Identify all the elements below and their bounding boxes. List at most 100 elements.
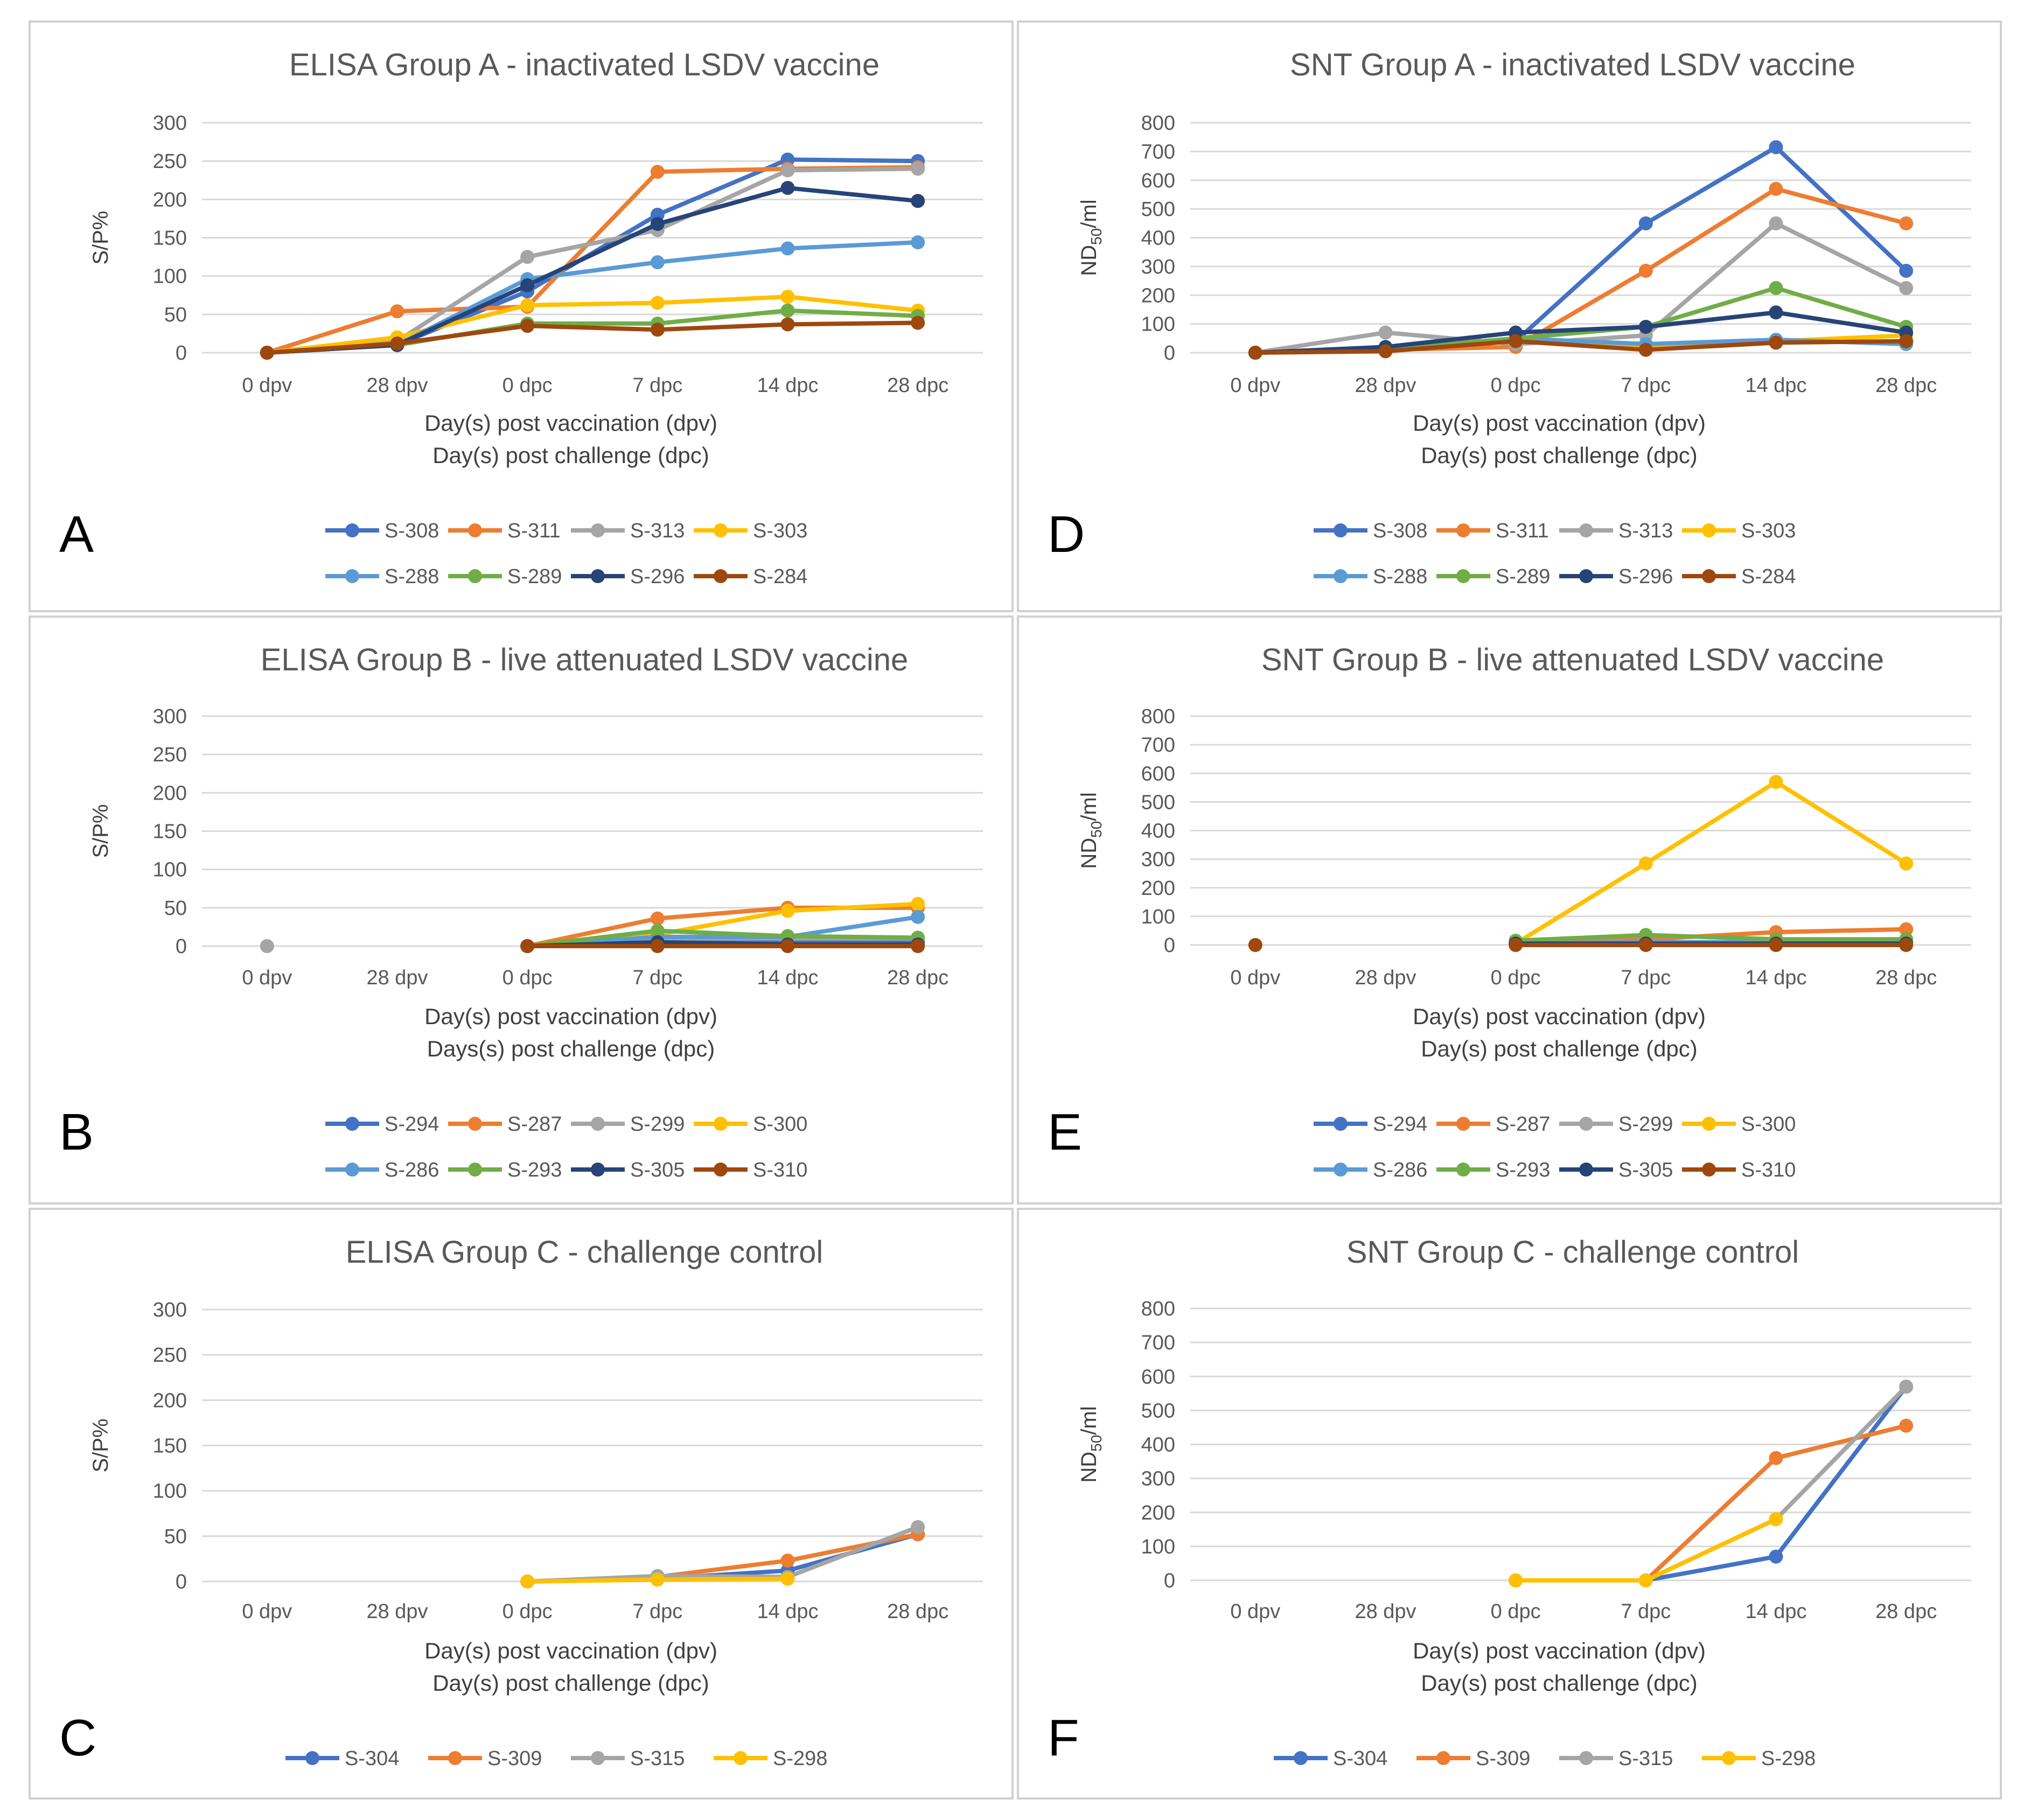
chart-title: SNT Group A - inactivated LSDV vaccine: [1290, 47, 1855, 82]
legend-label: S-289: [507, 565, 562, 588]
data-point: [911, 162, 925, 176]
x-tick-label: 28 dpc: [887, 967, 948, 989]
x-tick-label: 14 dpc: [1745, 1600, 1806, 1623]
series-s-298: [520, 1571, 795, 1588]
y-tick-label: 100: [1141, 313, 1175, 336]
legend-label: S-284: [753, 565, 807, 588]
legend: S-294 S-287 S-299 S-300 S-286 S-293 S-305 S-310: [1314, 1113, 1796, 1181]
legend-item: S-298: [714, 1747, 827, 1770]
y-tick-label: 100: [153, 265, 187, 288]
legend-item: S-311: [1436, 520, 1549, 542]
legend-marker: [345, 1117, 359, 1131]
y-axis-title: S/P%: [89, 211, 113, 264]
legend-marker: [1579, 1163, 1593, 1177]
y-tick-label: 100: [1141, 1536, 1175, 1558]
legend-item: S-313: [1559, 520, 1673, 542]
x-tick-label: 0 dpv: [242, 1600, 292, 1623]
data-point: [1769, 775, 1783, 789]
x-tick-label: 28 dpc: [1875, 967, 1937, 989]
legend-marker: [591, 1163, 605, 1177]
data-point: [1899, 1380, 1914, 1394]
legend-marker: [1702, 523, 1716, 537]
data-point: [780, 1553, 795, 1568]
legend-marker: [591, 523, 605, 537]
data-point: [911, 235, 925, 250]
y-tick-label: 400: [1141, 227, 1175, 250]
legend-marker: [1334, 1117, 1348, 1131]
panel-letter: A: [59, 506, 94, 563]
x-tick-label: 14 dpc: [757, 967, 818, 989]
data-point: [1638, 1573, 1653, 1587]
legend-label: S-315: [1618, 1747, 1673, 1770]
legend-marker: [1456, 569, 1470, 583]
y-tick-label: 300: [1141, 1468, 1175, 1490]
panel-d: SNT Group A - inactivated LSDV vaccine 0 1…: [1017, 20, 2002, 612]
x-tick-label: 0 dpc: [1491, 967, 1541, 989]
panel-frame: [29, 1208, 1014, 1800]
legend-marker: [714, 1163, 728, 1177]
legend-label: S-296: [630, 565, 685, 588]
series-s-284: [1248, 334, 1914, 360]
legend-marker: [448, 1751, 462, 1765]
legend-label: S-315: [630, 1747, 685, 1770]
y-tick-label: 50: [164, 304, 187, 326]
data-point: [1378, 344, 1393, 359]
panel-f: SNT Group C - challenge control 0 100 200 30…: [1017, 1208, 2002, 1800]
y-tick-label: 250: [153, 1344, 187, 1367]
y-tick-label: 0: [1164, 1570, 1175, 1592]
panel-frame: [29, 20, 1014, 612]
panel-letter: F: [1048, 1709, 1079, 1767]
data-point: [650, 911, 665, 926]
legend-label: S-309: [487, 1747, 542, 1770]
legend-item: S-300: [1682, 1113, 1796, 1136]
data-point: [520, 278, 535, 292]
legend-item: S-304: [1274, 1747, 1387, 1770]
panel-frame: [1017, 615, 2002, 1205]
legend-marker: [1579, 1751, 1593, 1765]
y-tick-label: 200: [153, 782, 187, 804]
legend-item: S-293: [448, 1159, 562, 1181]
y-tick-label: 700: [1141, 734, 1175, 757]
panel-a: ELISA Group A - inactivated LSDV vaccine…: [29, 20, 1014, 612]
data-point: [780, 939, 795, 953]
y-tick-label: 200: [1141, 284, 1175, 307]
x-tick-label: 0 dpc: [502, 374, 553, 397]
x-tick-label: 0 dpv: [1230, 374, 1280, 397]
y-tick-label: 800: [1141, 112, 1175, 135]
y-tick-label: 0: [176, 342, 187, 365]
x-tick-label: 28 dpv: [366, 1600, 428, 1623]
legend-marker: [1722, 1751, 1736, 1765]
data-point: [1248, 346, 1262, 360]
x-axis-title: Day(s) post vaccination (dpv): [424, 1004, 717, 1029]
legend-marker: [1456, 523, 1470, 537]
legend-item: S-303: [694, 520, 807, 542]
data-point: [1509, 938, 1523, 952]
data-point: [1769, 1549, 1783, 1564]
legend-item: S-288: [1314, 565, 1427, 588]
chart-title: ELISA Group B - live attenuated LSDV vac…: [261, 642, 909, 677]
data-point: [780, 180, 795, 195]
y-tick-label: 0: [176, 1571, 187, 1593]
chart-title: SNT Group C - challenge control: [1346, 1235, 1799, 1270]
x-axis-title: Day(s) post challenge (dpc): [1421, 1036, 1698, 1061]
legend-label: S-294: [385, 1113, 439, 1136]
y-tick-label: 0: [176, 935, 187, 958]
data-point: [1248, 938, 1262, 952]
legend-label: S-305: [630, 1159, 685, 1181]
legend-label: S-311: [1496, 520, 1549, 542]
legend: S-304 S-309 S-315 S-298: [285, 1747, 827, 1770]
series-s-310: [520, 939, 925, 953]
data-point: [1769, 1512, 1783, 1527]
legend-item: S-294: [1314, 1113, 1427, 1136]
legend-label: S-311: [507, 520, 561, 542]
y-tick-label: 600: [1141, 762, 1175, 785]
legend-label: S-310: [753, 1159, 807, 1181]
legend-label: S-289: [1496, 565, 1550, 588]
y-tick-label: 500: [1141, 1399, 1175, 1422]
legend-label: S-286: [1373, 1159, 1427, 1181]
data-point: [780, 303, 795, 318]
legend-marker: [1294, 1751, 1308, 1765]
series-line: [1253, 339, 1909, 355]
y-axis-title: S/P%: [89, 1418, 113, 1472]
x-axis-title: Day(s) post vaccination (dpv): [1413, 410, 1706, 436]
